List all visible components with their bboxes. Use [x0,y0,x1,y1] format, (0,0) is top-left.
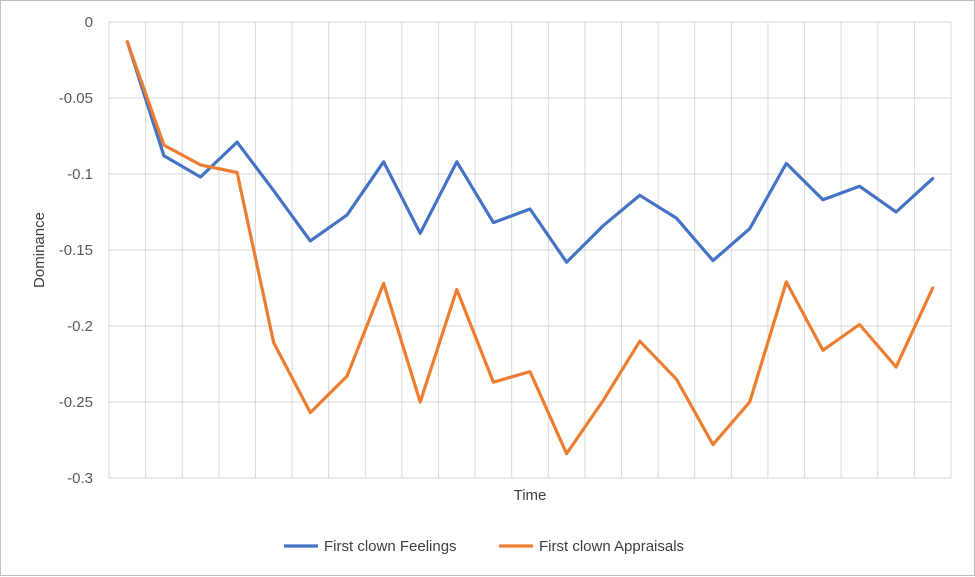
y-tick-label: 0 [85,14,93,31]
y-axis-tick-labels: 0 -0.05 -0.1 -0.15 -0.2 -0.25 -0.3 [59,14,93,487]
x-axis-title: Time [514,487,547,504]
y-tick-label: -0.15 [59,242,93,259]
y-axis-title: Dominance [31,212,48,288]
legend-label-1: First clown Feelings [324,538,457,555]
y-tick-label: -0.25 [59,394,93,411]
y-tick-label: -0.05 [59,90,93,107]
gridlines [108,21,952,479]
series-line-1 [125,40,935,264]
legend-label-2: First clown Appraisals [539,538,684,555]
y-tick-label: -0.2 [67,318,93,335]
series-line-2 [125,40,935,456]
y-tick-label: -0.3 [67,470,93,487]
legend: First clown Feelings First clown Appraisa… [284,538,684,555]
y-tick-label: -0.1 [67,166,93,183]
series-lines [125,40,935,456]
